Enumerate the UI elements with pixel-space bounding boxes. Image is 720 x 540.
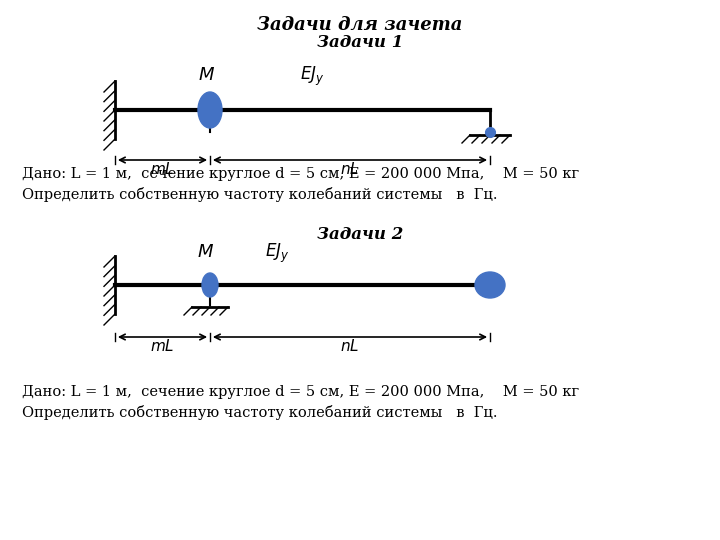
Ellipse shape bbox=[475, 272, 505, 298]
Text: Задачи 1: Задачи 1 bbox=[317, 34, 403, 51]
Text: Дано: L = 1 м,  сечение круглое d = 5 см, E = 200 000 Мпа,    M = 50 кг: Дано: L = 1 м, сечение круглое d = 5 см,… bbox=[22, 167, 579, 181]
Text: $nL$: $nL$ bbox=[341, 161, 359, 177]
Text: $mL$: $mL$ bbox=[150, 338, 175, 354]
Text: Задачи для зачета: Задачи для зачета bbox=[257, 16, 463, 34]
Text: $M$: $M$ bbox=[197, 243, 215, 261]
Text: $EJ_y$: $EJ_y$ bbox=[300, 65, 325, 88]
Text: Определить собственную частоту колебаний системы   в  Гц.: Определить собственную частоту колебаний… bbox=[22, 405, 498, 420]
Text: $M$: $M$ bbox=[199, 66, 215, 84]
Ellipse shape bbox=[202, 273, 218, 297]
Text: $nL$: $nL$ bbox=[341, 338, 359, 354]
Text: Задачи 2: Задачи 2 bbox=[317, 226, 403, 243]
Text: Дано: L = 1 м,  сечение круглое d = 5 см, E = 200 000 Мпа,    M = 50 кг: Дано: L = 1 м, сечение круглое d = 5 см,… bbox=[22, 385, 579, 399]
Ellipse shape bbox=[198, 92, 222, 128]
Text: $mL$: $mL$ bbox=[150, 161, 175, 177]
Text: $EJ_y$: $EJ_y$ bbox=[265, 242, 289, 265]
Text: Определить собственную частоту колебаний системы   в  Гц.: Определить собственную частоту колебаний… bbox=[22, 187, 498, 202]
